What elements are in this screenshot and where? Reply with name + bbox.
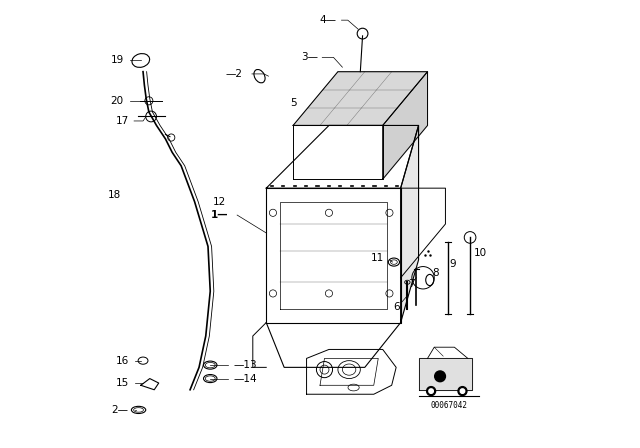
Text: 19: 19 — [111, 56, 124, 65]
Text: 11: 11 — [371, 253, 383, 263]
Text: 16: 16 — [115, 356, 129, 366]
Text: 9: 9 — [449, 259, 456, 269]
Circle shape — [429, 389, 433, 393]
Polygon shape — [401, 125, 419, 323]
Text: 15: 15 — [115, 378, 129, 388]
Text: 20: 20 — [111, 96, 124, 106]
Circle shape — [427, 387, 436, 396]
Text: 8: 8 — [432, 268, 438, 278]
Text: 10: 10 — [474, 248, 487, 258]
Polygon shape — [293, 72, 428, 125]
Text: —2: —2 — [226, 69, 243, 79]
Text: 00067042: 00067042 — [430, 401, 467, 410]
Text: 2—: 2— — [112, 405, 129, 415]
Text: 6: 6 — [393, 302, 399, 312]
Text: 18: 18 — [108, 190, 121, 200]
Circle shape — [458, 387, 467, 396]
Text: 1—: 1— — [211, 210, 228, 220]
Circle shape — [435, 371, 445, 382]
Text: —13: —13 — [234, 360, 258, 370]
Circle shape — [460, 389, 465, 393]
Text: 4—: 4— — [319, 15, 337, 25]
Text: 17: 17 — [115, 116, 129, 126]
Polygon shape — [383, 72, 428, 179]
Text: 3—: 3— — [301, 52, 317, 62]
Text: 5: 5 — [290, 98, 296, 108]
Text: —14: —14 — [234, 374, 258, 383]
Text: 12: 12 — [212, 197, 226, 207]
Text: 7: 7 — [408, 279, 414, 289]
Polygon shape — [419, 358, 472, 390]
